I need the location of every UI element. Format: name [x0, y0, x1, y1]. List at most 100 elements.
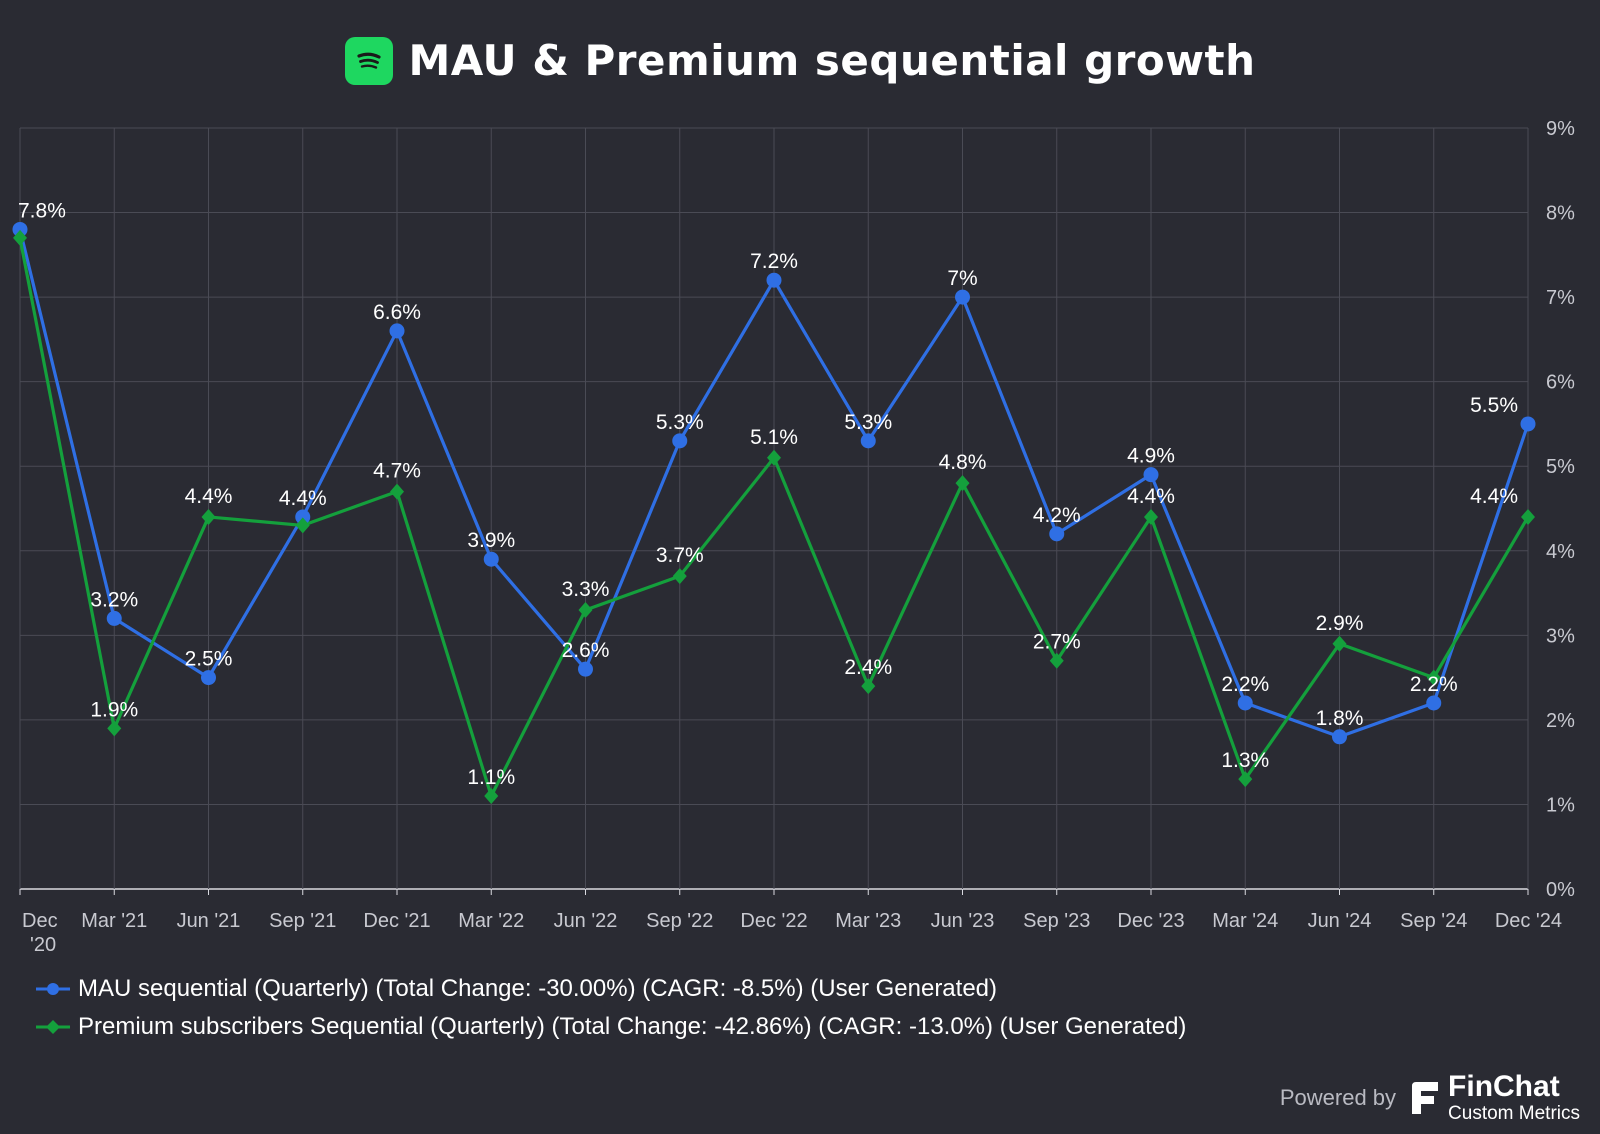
y-tick-label: 8% [1546, 203, 1575, 225]
spotify-logo-icon [344, 36, 393, 85]
data-label-mau: 3.2% [90, 588, 138, 611]
data-label-premium: 3.3% [562, 578, 610, 601]
data-point-mau [1332, 729, 1347, 745]
data-label-mau: 7% [947, 267, 977, 290]
data-label-mau: 4.2% [1033, 504, 1081, 527]
legend-swatch-mau-icon [36, 983, 70, 995]
legend-item-premium[interactable]: Premium subscribers Sequential (Quarterl… [36, 1008, 1186, 1046]
data-point-mau [766, 272, 782, 288]
data-label-premium: 3.7% [656, 544, 704, 567]
x-tick-label: Jun '23 [931, 910, 995, 932]
data-point-mau [1520, 416, 1536, 432]
legend-label-premium: Premium subscribers Sequential (Quarterl… [78, 1013, 1187, 1040]
data-label-premium: 4.4% [1127, 485, 1175, 508]
data-label-premium: 4.7% [373, 460, 421, 483]
y-tick-label: 5% [1546, 456, 1575, 478]
brand-name: FinChat [1448, 1070, 1560, 1103]
data-point-premium [1238, 771, 1253, 788]
data-point-mau [1426, 695, 1442, 711]
data-point-premium [484, 787, 499, 804]
data-label-premium: 4.8% [939, 451, 987, 474]
chart-legend: MAU sequential (Quarterly) (Total Change… [36, 970, 1186, 1046]
data-point-premium [1144, 508, 1158, 525]
y-tick-label: 7% [1546, 287, 1575, 309]
data-point-mau [578, 661, 593, 677]
line-chart: 0% 1% 2% 3% 4% 5% 6% 7% 8% 9% Dec'20 Mar '21 Jun '21… [12, 118, 1575, 956]
data-point-premium [1521, 508, 1535, 525]
data-label-premium: 1.9% [90, 698, 138, 721]
data-point-mau [672, 433, 688, 449]
data-label-premium: 2.4% [844, 656, 892, 679]
x-tick-label: Sep '22 [646, 910, 713, 932]
data-label-premium: 2.9% [1316, 612, 1364, 635]
x-tick-label: Dec [22, 910, 58, 932]
legend-swatch-premium-icon [36, 1020, 70, 1034]
data-label-mau: 3.9% [467, 529, 515, 552]
data-point-mau [1237, 695, 1253, 711]
data-label-mau: 5.5% [1470, 394, 1518, 417]
y-tick-label: 2% [1546, 710, 1575, 732]
data-point-mau [1049, 526, 1065, 542]
data-label-premium: 1.1% [467, 766, 515, 789]
data-point-mau [12, 221, 28, 237]
data-point-mau [483, 551, 499, 567]
data-label-premium: 4.4% [1470, 485, 1518, 508]
x-tick-label: Dec '21 [363, 910, 430, 932]
legend-item-mau[interactable]: MAU sequential (Quarterly) (Total Change… [36, 970, 1186, 1008]
x-tick-label: Mar '21 [81, 910, 147, 932]
x-tick-label: Mar '24 [1212, 910, 1278, 932]
data-label-mau: 7.8% [18, 199, 66, 222]
data-point-premium [201, 508, 216, 525]
data-label-mau: 4.9% [1127, 445, 1175, 468]
data-point-premium [107, 720, 122, 737]
data-label-mau: 2.5% [185, 648, 233, 671]
data-point-premium [1049, 652, 1064, 669]
data-point-premium [767, 449, 781, 466]
y-tick-label: 4% [1546, 541, 1575, 563]
chart-title: MAU & Premium sequential growth [408, 36, 1256, 85]
data-point-mau [860, 433, 876, 449]
data-label-mau: 4.4% [279, 487, 327, 510]
legend-label-mau: MAU sequential (Quarterly) (Total Change… [78, 975, 998, 1002]
powered-by-footer: Powered by FinChat Custom Metrics [1279, 1070, 1580, 1124]
data-point-premium [1426, 669, 1441, 686]
x-tick-label: Mar '23 [835, 910, 901, 932]
data-point-premium [861, 678, 876, 695]
y-tick-label: 9% [1546, 118, 1575, 140]
data-label-mau: 5.3% [656, 411, 704, 434]
x-tick-label: '20 [30, 934, 56, 956]
data-label-mau: 2.2% [1410, 673, 1458, 696]
x-tick-label: Jun '21 [177, 910, 241, 932]
data-point-mau [295, 509, 311, 525]
data-point-premium [295, 517, 310, 534]
data-point-mau [389, 323, 405, 339]
x-tick-label: Sep '23 [1023, 910, 1090, 932]
y-tick-label: 6% [1546, 372, 1575, 394]
x-tick-label: Dec '23 [1117, 910, 1184, 932]
data-point-premium [390, 483, 404, 500]
data-label-mau: 2.6% [562, 639, 610, 662]
data-point-mau [1143, 467, 1159, 483]
data-label-mau: 7.2% [750, 250, 798, 273]
x-tick-label: Mar '22 [458, 910, 524, 932]
finchat-logo-icon [1412, 1081, 1439, 1114]
data-point-mau [106, 610, 122, 626]
x-tick-label: Dec '24 [1495, 910, 1562, 932]
data-label-mau: 2.2% [1221, 673, 1269, 696]
data-point-premium [578, 601, 593, 618]
powered-by-text: Powered by [1279, 1084, 1397, 1110]
data-label-premium: 5.1% [750, 426, 798, 449]
y-tick-label: 0% [1546, 879, 1575, 901]
x-tick-label: Sep '24 [1400, 910, 1467, 932]
y-tick-label: 3% [1546, 625, 1575, 647]
y-tick-label: 1% [1546, 794, 1575, 816]
data-point-mau [955, 289, 970, 305]
x-tick-label: Jun '24 [1308, 910, 1372, 932]
data-point-premium [672, 568, 687, 585]
chart-header: MAU & Premium sequential growth [0, 36, 1600, 85]
data-label-mau: 5.3% [844, 411, 892, 434]
data-label-premium: 1.3% [1221, 749, 1269, 772]
data-label-premium: 4.4% [185, 485, 233, 508]
x-tick-label: Sep '21 [269, 910, 336, 932]
data-point-premium [955, 475, 970, 492]
